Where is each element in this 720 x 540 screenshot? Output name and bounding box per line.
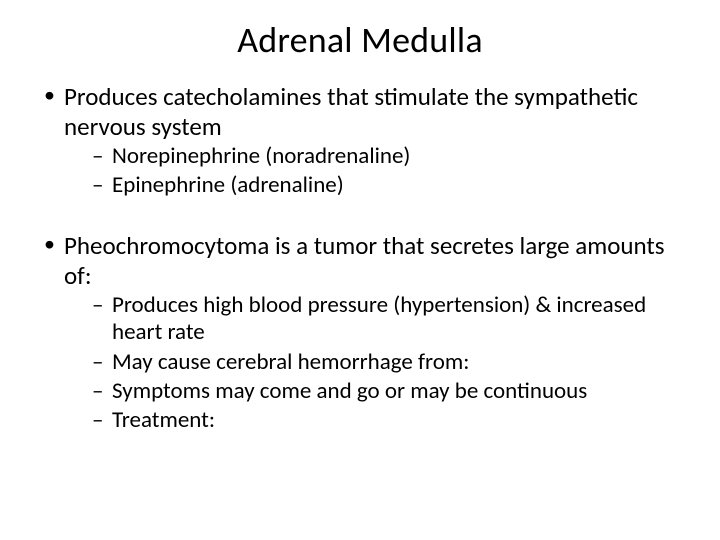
sub-bullet-item: Symptoms may come and go or may be conti… bbox=[64, 378, 682, 405]
sub-bullet-list: Produces high blood pressure (hypertensi… bbox=[64, 292, 682, 434]
bullet-text: Produces catecholamines that stimulate t… bbox=[64, 81, 638, 142]
bullet-item: Pheochromocytoma is a tumor that secrete… bbox=[38, 231, 682, 434]
sub-bullet-item: May cause cerebral hemorrhage from: bbox=[64, 349, 682, 376]
slide-body: Produces catecholamines that stimulate t… bbox=[38, 82, 682, 434]
bullet-list: Produces catecholamines that stimulate t… bbox=[38, 82, 682, 199]
slide-title: Adrenal Medulla bbox=[38, 18, 682, 62]
bullet-item: Produces catecholamines that stimulate t… bbox=[38, 82, 682, 199]
sub-bullet-item: Treatment: bbox=[64, 407, 682, 434]
bullet-text: Pheochromocytoma is a tumor that secrete… bbox=[64, 230, 665, 291]
slide: Adrenal Medulla Produces catecholamines … bbox=[0, 0, 720, 540]
sub-bullet-item: Epinephrine (adrenaline) bbox=[64, 172, 682, 199]
bullet-list: Pheochromocytoma is a tumor that secrete… bbox=[38, 231, 682, 434]
sub-bullet-item: Norepinephrine (noradrenaline) bbox=[64, 143, 682, 170]
spacer bbox=[38, 203, 682, 231]
sub-bullet-item: Produces high blood pressure (hypertensi… bbox=[64, 292, 682, 346]
sub-bullet-list: Norepinephrine (noradrenaline) Epinephri… bbox=[64, 143, 682, 199]
